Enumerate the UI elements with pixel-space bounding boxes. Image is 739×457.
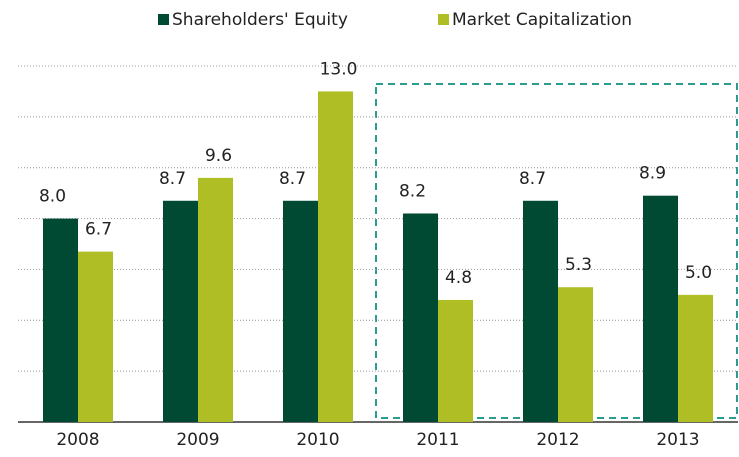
legend-label: Shareholders' Equity bbox=[172, 10, 348, 30]
value-label: 9.6 bbox=[205, 146, 232, 166]
bar bbox=[558, 287, 593, 422]
legend-swatch bbox=[158, 14, 169, 25]
value-label: 6.7 bbox=[85, 220, 112, 240]
value-label: 5.3 bbox=[565, 255, 592, 275]
bar bbox=[283, 200, 318, 422]
value-label: 8.7 bbox=[159, 169, 186, 189]
bar bbox=[643, 195, 678, 422]
bar bbox=[403, 213, 438, 422]
value-label: 13.0 bbox=[320, 59, 358, 79]
value-label: 8.7 bbox=[279, 169, 306, 189]
value-label: 8.7 bbox=[519, 169, 546, 189]
bar bbox=[43, 218, 78, 422]
bar bbox=[318, 91, 353, 422]
x-tick-label: 2012 bbox=[536, 430, 579, 450]
bar bbox=[163, 200, 198, 422]
x-tick-label: 2008 bbox=[56, 430, 99, 450]
x-tick-label: 2010 bbox=[296, 430, 339, 450]
x-tick-label: 2009 bbox=[176, 430, 219, 450]
forecast-box bbox=[375, 83, 738, 419]
value-label: 8.9 bbox=[639, 164, 666, 184]
bar bbox=[523, 200, 558, 422]
value-label: 4.8 bbox=[445, 268, 472, 288]
value-label: 8.0 bbox=[39, 187, 66, 207]
value-label: 5.0 bbox=[685, 263, 712, 283]
bar bbox=[78, 251, 113, 422]
legend-swatch bbox=[438, 14, 449, 25]
value-label: 8.2 bbox=[399, 181, 426, 201]
x-tick-label: 2011 bbox=[416, 430, 459, 450]
bar bbox=[438, 299, 473, 422]
bar bbox=[678, 294, 713, 422]
bar bbox=[198, 177, 233, 422]
legend-label: Market Capitalization bbox=[452, 10, 632, 30]
x-tick-label: 2013 bbox=[656, 430, 699, 450]
